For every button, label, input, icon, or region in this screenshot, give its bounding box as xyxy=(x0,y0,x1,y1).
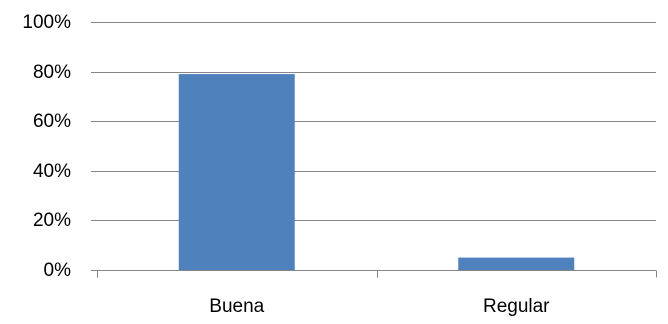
x-tick-label: Buena xyxy=(209,296,264,317)
y-tick-label: 60% xyxy=(33,111,71,132)
x-axis-tick-labels: Buena Regular xyxy=(209,296,550,317)
y-tick-label: 40% xyxy=(33,161,71,182)
bar xyxy=(178,74,295,270)
bars xyxy=(178,74,575,270)
y-tick-label: 0% xyxy=(44,260,72,281)
grid-lines xyxy=(91,22,656,221)
x-tick-label: Regular xyxy=(483,296,550,317)
y-tick-label: 20% xyxy=(33,210,71,231)
y-tick-label: 100% xyxy=(22,12,71,33)
y-axis-tick-labels: 0% 20% 40% 60% 80% 100% xyxy=(22,12,71,281)
bar xyxy=(458,257,575,270)
x-axis xyxy=(91,270,657,278)
y-tick-label: 80% xyxy=(33,62,71,83)
